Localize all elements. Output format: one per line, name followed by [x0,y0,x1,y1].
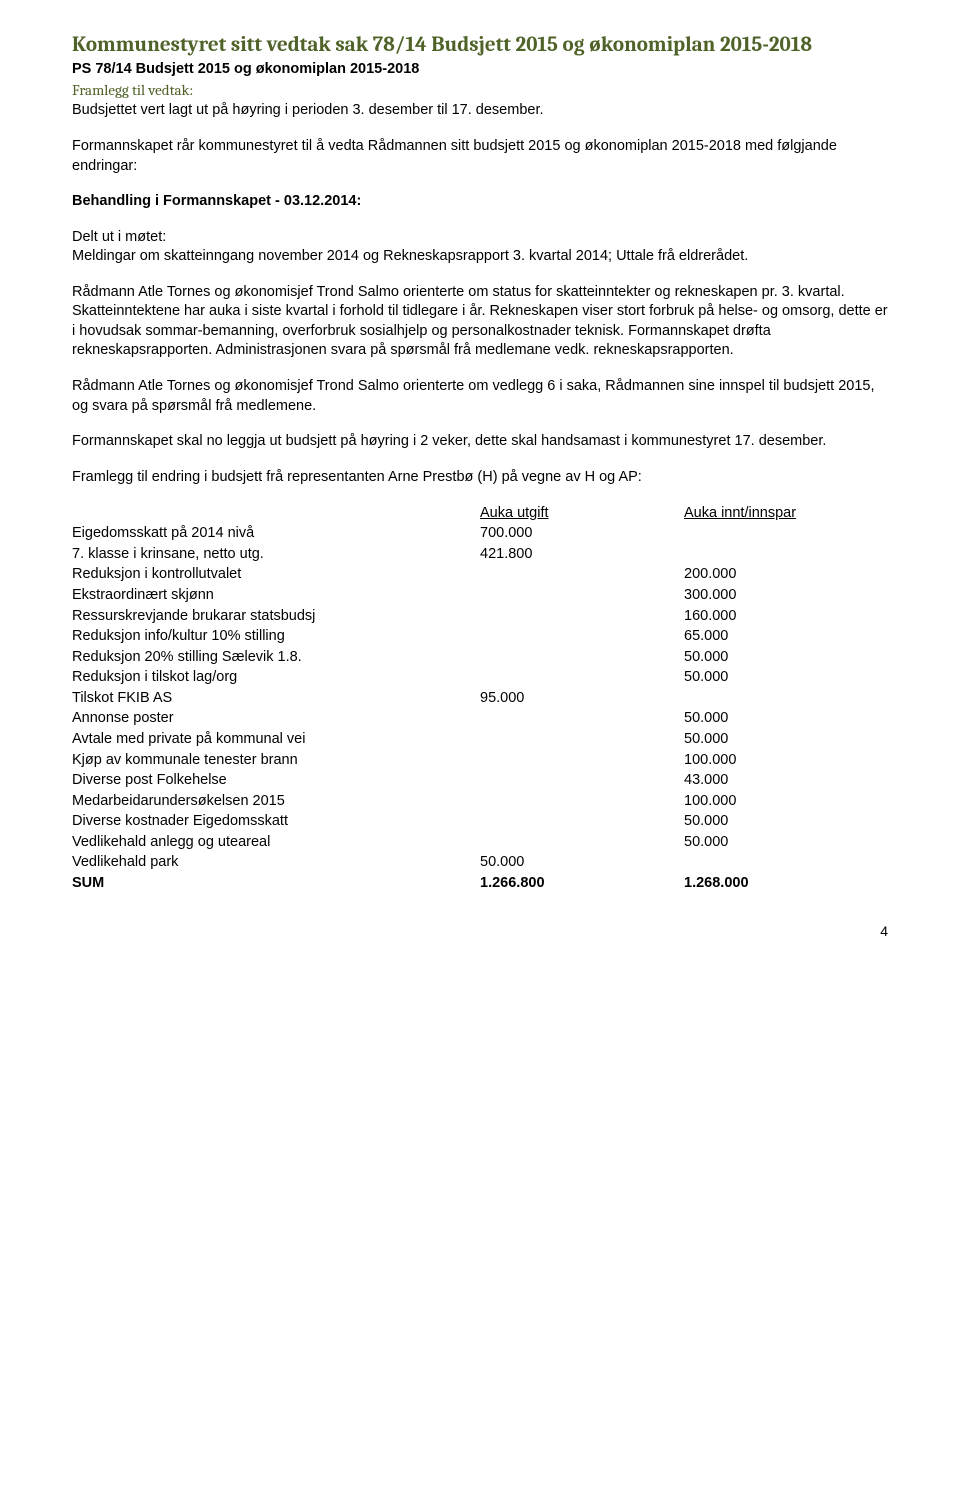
delt-ut-label: Delt ut i møtet: [72,228,888,248]
table-row: 7. klasse i krinsane, netto utg.421.800 [72,544,888,565]
table-row: Ekstraordinært skjønn 300.000 [72,586,888,607]
table-row: Reduksjon i tilskot lag/org 50.000 [72,668,888,689]
row-col2: 160.000 [684,606,888,627]
header-col1: Auka utgift [480,503,684,524]
table-row: Kjøp av kommunale tenester brann 100.000 [72,750,888,771]
budget-table: Auka utgift Auka innt/innspar Eigedomssk… [72,503,888,894]
row-col2: 50.000 [684,668,888,689]
sum-col1: 1.266.800 [480,873,684,894]
table-header-row: Auka utgift Auka innt/innspar [72,503,888,524]
row-col2 [684,524,888,545]
meldingar-text: Meldingar om skatteinngang november 2014… [72,247,888,267]
row-label: Ekstraordinært skjønn [72,586,480,607]
row-col2: 200.000 [684,565,888,586]
row-label: Reduksjon 20% stilling Sælevik 1.8. [72,647,480,668]
row-col1 [480,791,684,812]
row-col1 [480,586,684,607]
paragraph-5: Framlegg til endring i budsjett frå repr… [72,468,888,488]
behandling-heading: Behandling i Formannskapet - 03.12.2014: [72,192,888,212]
row-label: Diverse kostnader Eigedomsskatt [72,812,480,833]
row-label: Vedlikehald anlegg og uteareal [72,832,480,853]
row-label: Reduksjon i kontrollutvalet [72,565,480,586]
row-col1 [480,750,684,771]
table-row: Tilskot FKIB AS 95.000 [72,688,888,709]
page-number: 4 [72,922,888,941]
row-label: Avtale med private på kommunal vei [72,729,480,750]
row-label: Annonse poster [72,709,480,730]
row-label: Kjøp av kommunale tenester brann [72,750,480,771]
row-col1: 700.000 [480,524,684,545]
row-col2: 100.000 [684,791,888,812]
row-label: Reduksjon info/kultur 10% stilling [72,627,480,648]
row-label: 7. klasse i krinsane, netto utg. [72,544,480,565]
row-col2: 100.000 [684,750,888,771]
table-row: Annonse poster 50.000 [72,709,888,730]
sum-row: SUM 1.266.800 1.268.000 [72,873,888,894]
subline-green: Framlegg til vedtak: [72,81,193,99]
document-title: Kommunestyret sitt vedtak sak 78/14 Buds… [72,32,888,58]
row-col2: 50.000 [684,729,888,750]
row-col1 [480,627,684,648]
table-row: Vedlikehald park 50.000 [72,853,888,874]
row-col1 [480,812,684,833]
row-col2 [684,544,888,565]
row-col1: 95.000 [480,688,684,709]
table-row: Diverse kostnader Eigedomsskatt 50.000 [72,812,888,833]
row-label: Tilskot FKIB AS [72,688,480,709]
sum-col2: 1.268.000 [684,873,888,894]
row-label: Eigedomsskatt på 2014 nivå [72,524,480,545]
row-col2: 50.000 [684,832,888,853]
row-col2 [684,853,888,874]
table-row: Vedlikehald anlegg og uteareal 50.000 [72,832,888,853]
table-row: Diverse post Folkehelse 43.000 [72,771,888,792]
paragraph-4: Formannskapet skal no leggja ut budsjett… [72,432,888,452]
row-col2: 50.000 [684,709,888,730]
row-col1 [480,729,684,750]
row-col1: 421.800 [480,544,684,565]
table-row: Medarbeidarundersøkelsen 2015 100.000 [72,791,888,812]
row-col1 [480,606,684,627]
row-col1 [480,771,684,792]
row-col2: 43.000 [684,771,888,792]
table-row: Avtale med private på kommunal vei 50.00… [72,729,888,750]
row-col2: 50.000 [684,812,888,833]
row-col2: 65.000 [684,627,888,648]
row-col1 [480,709,684,730]
row-label: Reduksjon i tilskot lag/org [72,668,480,689]
sum-label: SUM [72,873,480,894]
table-row: Reduksjon info/kultur 10% stilling 65.00… [72,627,888,648]
row-label: Vedlikehald park [72,853,480,874]
paragraph-2: Rådmann Atle Tornes og økonomisjef Trond… [72,283,888,361]
header-col2: Auka innt/innspar [684,503,888,524]
subline-bold: PS 78/14 Budsjett 2015 og økonomiplan 20… [72,61,419,77]
row-col2 [684,688,888,709]
intro-text: Budsjettet vert lagt ut på høyring i per… [72,102,544,118]
row-label: Diverse post Folkehelse [72,771,480,792]
row-label: Ressurskrevjande brukarar statsbudsj [72,606,480,627]
paragraph-1: Formannskapet rår kommunestyret til å ve… [72,137,888,176]
table-row: Reduksjon i kontrollutvalet 200.000 [72,565,888,586]
row-col2: 50.000 [684,647,888,668]
table-row: Eigedomsskatt på 2014 nivå700.000 [72,524,888,545]
row-label: Medarbeidarundersøkelsen 2015 [72,791,480,812]
row-col1: 50.000 [480,853,684,874]
row-col1 [480,647,684,668]
row-col1 [480,832,684,853]
table-row: Ressurskrevjande brukarar statsbudsj 160.… [72,606,888,627]
paragraph-3: Rådmann Atle Tornes og økonomisjef Trond… [72,377,888,416]
row-col1 [480,565,684,586]
row-col1 [480,668,684,689]
table-row: Reduksjon 20% stilling Sælevik 1.8. 50.0… [72,647,888,668]
row-col2: 300.000 [684,586,888,607]
